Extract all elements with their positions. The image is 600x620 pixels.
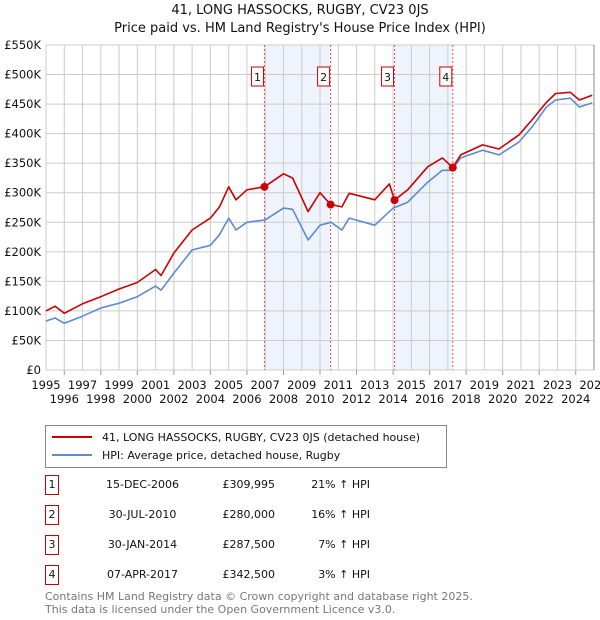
sale-row: 4 07-APR-2017 £342,500 3% ↑ HPI	[45, 565, 445, 585]
x-tick-label: 2010	[305, 392, 334, 406]
x-tick-label: 2012	[342, 392, 371, 406]
x-tick-label: 2016	[415, 392, 444, 406]
x-tick-label: 1995	[31, 378, 60, 392]
x-tick-label: 2007	[251, 378, 280, 392]
x-tick-label: 1999	[104, 378, 133, 392]
sale-price: £342,500	[222, 568, 276, 581]
sale-row: 2 30-JUL-2010 £280,000 16% ↑ HPI	[45, 505, 445, 525]
legend: 41, LONG HASSOCKS, RUGBY, CV23 0JS (deta…	[45, 425, 447, 468]
sale-number-label: 1	[254, 71, 261, 84]
sale-row: 1 15-DEC-2006 £309,995 21% ↑ HPI	[45, 475, 445, 495]
x-tick-label: 2018	[451, 392, 480, 406]
y-tick-label: £200K	[4, 245, 41, 259]
hpi-line	[45, 97, 593, 325]
x-tick-label: 2014	[378, 392, 407, 406]
sale-price: £287,500	[222, 538, 276, 551]
sale-number-badge: 3	[45, 535, 59, 555]
legend-swatch-hpi	[52, 454, 92, 456]
x-tick-label: 2005	[214, 378, 243, 392]
y-tick-label: £500K	[4, 68, 41, 82]
sale-number-label: 3	[384, 71, 391, 84]
sale-point	[390, 196, 399, 205]
footer-copyright: Contains HM Land Registry data © Crown c…	[45, 590, 473, 603]
shaded-period	[264, 45, 331, 370]
y-tick-label: £400K	[4, 127, 41, 141]
x-tick-label: 1996	[50, 392, 79, 406]
sale-number-badge: 2	[45, 505, 59, 525]
sale-hpi-diff: 3% ↑ HPI	[318, 568, 370, 581]
x-tick-label: 2008	[269, 392, 298, 406]
x-tick-label: 1998	[86, 392, 115, 406]
y-tick-label: £50K	[12, 333, 42, 347]
sale-number-label: 4	[442, 71, 449, 84]
x-tick-label: 2020	[488, 392, 517, 406]
sale-number-box	[439, 66, 453, 87]
sale-price: £309,995	[222, 478, 276, 491]
sale-number-badge: 1	[45, 475, 59, 495]
x-tick-label: 2019	[470, 378, 499, 392]
sale-date: 07-APR-2017	[106, 568, 179, 581]
x-tick-label: 2011	[324, 378, 353, 392]
sale-hpi-diff: 16% ↑ HPI	[311, 508, 370, 521]
x-tick-label: 1997	[68, 378, 97, 392]
sale-point	[260, 182, 269, 191]
x-tick-label: 2021	[506, 378, 535, 392]
x-tick-label: 2015	[397, 378, 426, 392]
y-tick-label: £300K	[4, 186, 41, 200]
chart-subtitle: Price paid vs. HM Land Registry's House …	[114, 21, 486, 36]
footer-licence: This data is licensed under the Open Gov…	[45, 603, 396, 616]
y-tick-label: £100K	[4, 304, 41, 318]
sale-row: 3 30-JAN-2014 £287,500 7% ↑ HPI	[45, 535, 445, 555]
x-tick-label: 2000	[123, 392, 152, 406]
sale-date: 15-DEC-2006	[105, 478, 180, 491]
x-tick-label: 2002	[159, 392, 188, 406]
x-tick-label: 2017	[433, 378, 462, 392]
sale-point	[448, 163, 457, 172]
x-tick-label: 2025	[579, 378, 600, 392]
y-tick-label: £0	[26, 363, 41, 377]
sale-hpi-diff: 7% ↑ HPI	[318, 538, 370, 551]
x-tick-label: 2001	[141, 378, 170, 392]
sale-price: £280,000	[222, 508, 276, 521]
sale-number-badge: 4	[45, 565, 59, 585]
chart-title: 41, LONG HASSOCKS, RUGBY, CV23 0JS	[171, 3, 429, 18]
x-tick-label: 2024	[561, 392, 590, 406]
legend-label-hpi: HPI: Average price, detached house, Rugb…	[102, 448, 341, 462]
x-tick-label: 2009	[287, 378, 316, 392]
sale-number-label: 2	[320, 71, 327, 84]
x-tick-label: 2003	[177, 378, 206, 392]
price-chart: 1995199619971998199920002001200220032004…	[4, 38, 600, 406]
y-tick-label: £450K	[4, 97, 41, 111]
sale-date: 30-JAN-2014	[107, 538, 178, 551]
x-tick-label: 2013	[360, 378, 389, 392]
y-tick-label: £550K	[4, 38, 41, 52]
legend-swatch-property	[52, 436, 92, 438]
y-tick-label: £250K	[4, 215, 41, 229]
y-tick-label: £150K	[4, 274, 41, 288]
x-tick-label: 2023	[543, 378, 572, 392]
shaded-period	[394, 45, 453, 370]
legend-label-property: 41, LONG HASSOCKS, RUGBY, CV23 0JS (deta…	[102, 430, 421, 444]
y-tick-label: £350K	[4, 156, 41, 170]
x-tick-label: 2006	[232, 392, 261, 406]
sale-hpi-diff: 21% ↑ HPI	[311, 478, 370, 491]
sale-date: 30-JUL-2010	[108, 508, 177, 521]
sale-number-box	[317, 66, 331, 87]
sale-point	[326, 200, 335, 209]
x-tick-label: 2004	[196, 392, 225, 406]
property-price-line	[45, 91, 593, 315]
sale-number-box	[250, 66, 264, 87]
sale-number-box	[381, 66, 395, 87]
x-tick-label: 2022	[525, 392, 554, 406]
